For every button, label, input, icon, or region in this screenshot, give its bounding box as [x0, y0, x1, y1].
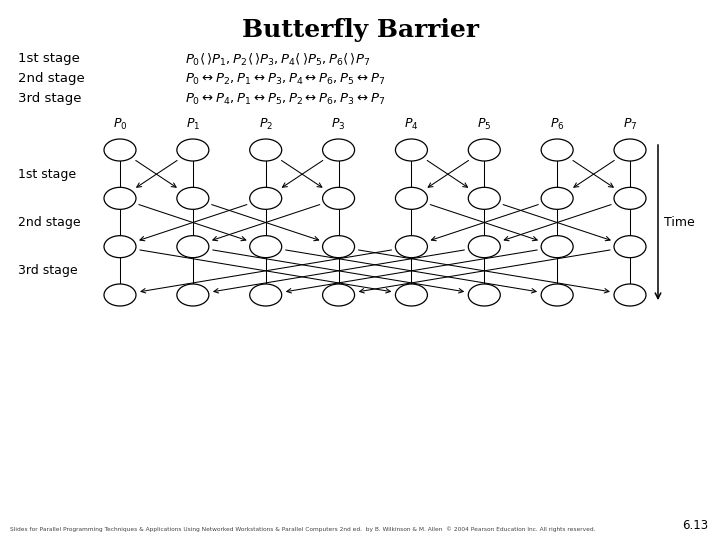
Ellipse shape	[395, 139, 428, 161]
Text: 2nd stage: 2nd stage	[18, 216, 81, 229]
Text: $P_{6}$: $P_{6}$	[550, 117, 564, 132]
Text: $P_{7}$: $P_{7}$	[623, 117, 637, 132]
Ellipse shape	[104, 284, 136, 306]
Ellipse shape	[468, 139, 500, 161]
Ellipse shape	[323, 187, 354, 210]
Ellipse shape	[104, 139, 136, 161]
Text: 2nd stage: 2nd stage	[18, 72, 85, 85]
Ellipse shape	[541, 187, 573, 210]
Text: Slides for Parallel Programming Techniques & Applications Using Networked Workst: Slides for Parallel Programming Techniqu…	[10, 526, 595, 532]
Ellipse shape	[177, 139, 209, 161]
Ellipse shape	[104, 187, 136, 210]
Text: 1st stage: 1st stage	[18, 52, 80, 65]
Text: $P_{1}$: $P_{1}$	[186, 117, 200, 132]
Ellipse shape	[323, 139, 354, 161]
Ellipse shape	[177, 187, 209, 210]
Text: 1st stage: 1st stage	[18, 167, 76, 181]
Ellipse shape	[614, 139, 646, 161]
Ellipse shape	[541, 139, 573, 161]
Text: Time: Time	[664, 216, 695, 229]
Ellipse shape	[395, 187, 428, 210]
Ellipse shape	[614, 284, 646, 306]
Ellipse shape	[177, 235, 209, 258]
Text: $P_{0}$: $P_{0}$	[113, 117, 127, 132]
Ellipse shape	[541, 284, 573, 306]
Ellipse shape	[177, 284, 209, 306]
Text: $P_0 \langle\,\rangle P_1, P_2 \langle\,\rangle P_3, P_4 \langle\,\rangle P_5, P: $P_0 \langle\,\rangle P_1, P_2 \langle\,…	[185, 52, 370, 68]
Text: $P_{3}$: $P_{3}$	[331, 117, 346, 132]
Text: 6.13: 6.13	[682, 519, 708, 532]
Ellipse shape	[323, 284, 354, 306]
Ellipse shape	[468, 187, 500, 210]
Text: $P_{2}$: $P_{2}$	[258, 117, 273, 132]
Ellipse shape	[468, 284, 500, 306]
Text: $P_0 \leftrightarrow P_2, P_1 \leftrightarrow P_3, P_4 \leftrightarrow P_6, P_5 : $P_0 \leftrightarrow P_2, P_1 \leftright…	[185, 72, 385, 87]
Ellipse shape	[323, 235, 354, 258]
Ellipse shape	[614, 235, 646, 258]
Ellipse shape	[541, 235, 573, 258]
Text: $P_{4}$: $P_{4}$	[404, 117, 419, 132]
Ellipse shape	[250, 187, 282, 210]
Text: $P_0 \leftrightarrow P_4, P_1 \leftrightarrow P_5, P_2 \leftrightarrow P_6, P_3 : $P_0 \leftrightarrow P_4, P_1 \leftright…	[185, 92, 385, 107]
Ellipse shape	[250, 139, 282, 161]
Ellipse shape	[395, 284, 428, 306]
Text: 3rd stage: 3rd stage	[18, 92, 81, 105]
Ellipse shape	[468, 235, 500, 258]
Ellipse shape	[250, 235, 282, 258]
Text: 3rd stage: 3rd stage	[18, 265, 78, 278]
Ellipse shape	[104, 235, 136, 258]
Text: Butterfly Barrier: Butterfly Barrier	[241, 18, 479, 42]
Text: $P_{5}$: $P_{5}$	[477, 117, 492, 132]
Ellipse shape	[614, 187, 646, 210]
Ellipse shape	[395, 235, 428, 258]
Ellipse shape	[250, 284, 282, 306]
